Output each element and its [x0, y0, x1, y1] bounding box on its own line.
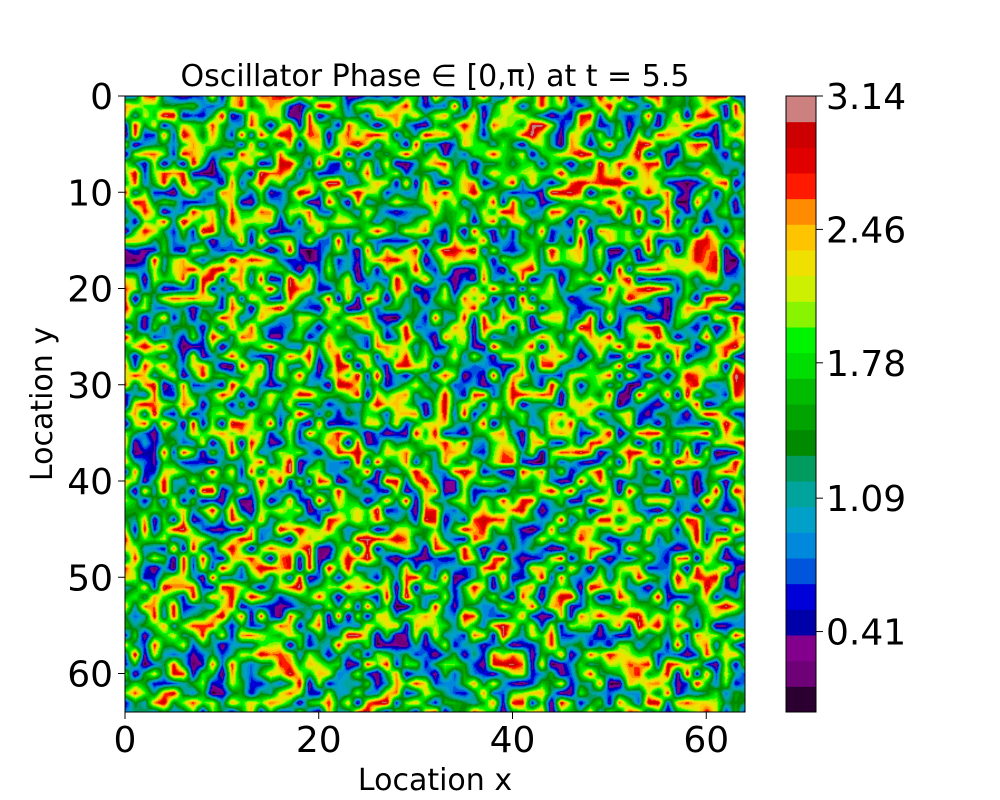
heatmap-canvas-holder: [125, 96, 745, 712]
x-tick-label: 60: [683, 720, 729, 761]
y-tick-label: 20: [67, 270, 113, 311]
x-axis: 0 20 40 60: [114, 712, 729, 761]
x-tick-label: 20: [296, 720, 342, 761]
colorbar-ticks: 0.41 1.09 1.78 2.46 3.14: [816, 77, 906, 654]
colorbar: [785, 95, 817, 713]
y-tick-label: 10: [67, 173, 113, 214]
x-tick-label: 40: [490, 720, 536, 761]
colorbar-tick-label: 1.09: [826, 479, 906, 520]
y-axis-label: Location y: [25, 327, 60, 481]
colorbar-band: [786, 327, 816, 354]
colorbar-band: [786, 635, 816, 662]
colorbar-band: [786, 506, 816, 533]
y-tick-label: 60: [67, 655, 113, 696]
colorbar-band: [786, 121, 816, 148]
colorbar-tick-label: 3.14: [826, 77, 906, 118]
colorbar-band: [786, 583, 816, 610]
colorbar-band: [786, 660, 816, 687]
colorbar-band: [786, 275, 816, 302]
colorbar-band: [786, 224, 816, 251]
y-tick-label: 30: [67, 366, 113, 407]
colorbar-tick-label: 2.46: [826, 210, 906, 251]
colorbar-tick-label: 1.78: [826, 344, 906, 385]
colorbar-band: [786, 609, 816, 636]
colorbar-band: [786, 481, 816, 508]
x-axis-label: Location x: [358, 763, 512, 798]
colorbar-frame: [785, 95, 817, 713]
colorbar-band: [786, 429, 816, 456]
chart-title: Oscillator Phase ∈ [0,π) at t = 5.5: [181, 59, 690, 94]
colorbar-band: [786, 352, 816, 379]
x-tick-label: 0: [114, 720, 137, 761]
colorbar-band: [786, 301, 816, 328]
colorbar-band: [786, 558, 816, 585]
y-axis: 0 10 20 30 40 50 60: [67, 77, 125, 696]
plot-frame: [124, 95, 746, 713]
colorbar-band: [786, 532, 816, 559]
colorbar-band: [786, 404, 816, 431]
colorbar-tick-label: 0.41: [826, 613, 906, 654]
y-tick-label: 40: [67, 462, 113, 503]
colorbar-band: [786, 378, 816, 405]
colorbar-band: [786, 198, 816, 225]
colorbar-band: [786, 96, 816, 123]
heatmap-cells: [125, 96, 745, 712]
colorbar-band: [786, 173, 816, 200]
colorbar-band: [786, 147, 816, 174]
y-tick-label: 50: [67, 558, 113, 599]
y-tick-label: 0: [90, 77, 113, 118]
colorbar-band: [786, 455, 816, 482]
colorbar-band: [786, 250, 816, 277]
colorbar-band: [786, 686, 816, 713]
